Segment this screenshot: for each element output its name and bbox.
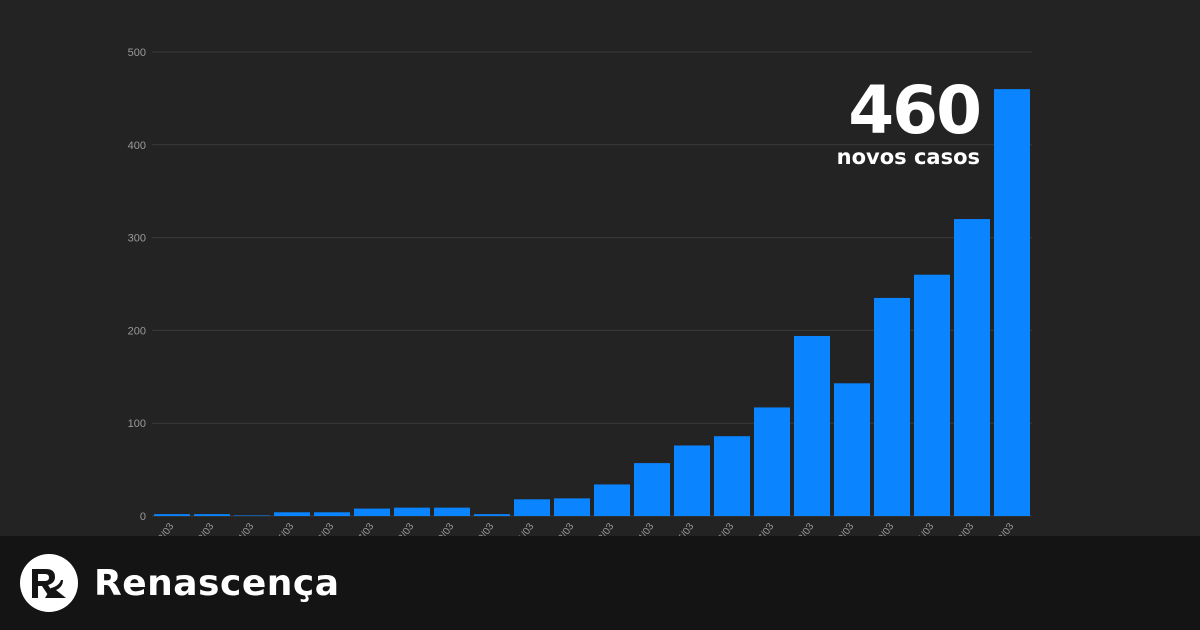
x-tick-label: 16/03 — [713, 521, 737, 536]
x-axis-ticks: 2/03 3/03 4/03 5/03 6/03 7/03 8/03 9/03 10/03 11/… — [156, 521, 1016, 536]
bar-21/03 — [914, 274, 950, 516]
x-tick-label: 3/03 — [196, 521, 216, 536]
bar-2/03 — [154, 514, 190, 516]
x-tick-label: 2/03 — [156, 521, 176, 536]
y-tick-label: 400 — [128, 140, 146, 152]
x-tick-label: 8/03 — [396, 521, 416, 536]
bar-20/03 — [874, 297, 910, 516]
bar-3/03 — [194, 514, 230, 516]
x-tick-label: 6/03 — [316, 521, 336, 536]
x-tick-label: 12/03 — [553, 521, 577, 536]
bar-22/03 — [954, 219, 990, 517]
x-tick-label: 7/03 — [356, 521, 376, 536]
x-tick-label: 19/03 — [833, 521, 857, 536]
x-tick-label: 22/03 — [953, 521, 977, 536]
x-tick-label: 21/03 — [913, 521, 937, 536]
y-tick-label: 500 — [128, 47, 146, 59]
x-tick-label: 11/03 — [514, 521, 537, 536]
x-tick-label: 10/03 — [473, 521, 497, 536]
bar-7/03 — [354, 508, 390, 516]
x-tick-label: 9/03 — [436, 521, 456, 536]
x-tick-label: 13/03 — [593, 521, 617, 536]
x-tick-label: 23/03 — [993, 521, 1017, 536]
bar-23/03 — [994, 89, 1030, 517]
x-tick-label: 17/03 — [753, 521, 777, 536]
bar-4/03 — [234, 515, 270, 516]
bar-14/03 — [634, 463, 670, 516]
x-tick-label: 15/03 — [673, 521, 697, 536]
renascenca-logo-icon[interactable] — [18, 552, 80, 614]
bar-15/03 — [674, 445, 710, 516]
bar-5/03 — [274, 512, 310, 516]
bar-9/03 — [434, 507, 470, 516]
bar-6/03 — [314, 512, 350, 516]
callout-label: novos casos — [836, 145, 980, 169]
x-tick-label: 20/03 — [873, 521, 897, 536]
y-tick-label: 100 — [128, 418, 146, 430]
bar-17/03 — [754, 407, 790, 516]
x-tick-label: 14/03 — [633, 521, 657, 536]
bar-11/03 — [514, 499, 550, 516]
bar-13/03 — [594, 484, 630, 516]
bars — [154, 89, 1030, 517]
x-tick-label: 4/03 — [236, 521, 256, 536]
bar-19/03 — [834, 383, 870, 516]
y-axis-ticks: 0 100 200 300 400 500 — [128, 47, 146, 523]
total-callout: 460 novos casos — [836, 72, 982, 169]
y-tick-label: 300 — [128, 233, 146, 245]
bar-10/03 — [474, 514, 510, 516]
footer-bar: Renascença — [0, 536, 1200, 630]
bar-12/03 — [554, 498, 590, 516]
x-tick-label: 18/03 — [793, 521, 817, 536]
callout-value: 460 — [848, 72, 982, 149]
bar-8/03 — [394, 507, 430, 516]
bar-18/03 — [794, 335, 830, 516]
brand-name[interactable]: Renascença — [94, 562, 340, 604]
x-tick-label: 5/03 — [276, 521, 296, 536]
y-tick-label: 0 — [140, 511, 146, 523]
bar-chart: 0 100 200 300 400 500 2/03 3/03 4/03 5/03 6/03 7/0… — [128, 47, 1032, 536]
y-tick-label: 200 — [128, 325, 146, 337]
bar-16/03 — [714, 436, 750, 516]
chart-area: 0 100 200 300 400 500 2/03 3/03 4/03 5/03 6/03 7/0… — [128, 47, 1032, 536]
